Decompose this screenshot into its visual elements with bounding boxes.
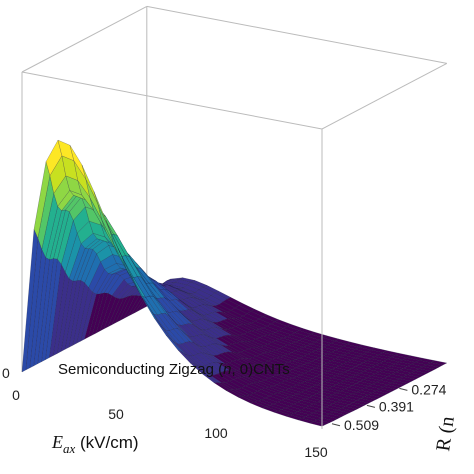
surface-patches bbox=[21, 139, 448, 427]
box-edge bbox=[146, 5, 447, 64]
x-tick-label: 100 bbox=[204, 425, 228, 441]
y-axis-title: R (n bbox=[432, 415, 459, 453]
plot-box-front-edges bbox=[21, 62, 448, 429]
y-tick-label: 0.274 bbox=[411, 381, 446, 397]
y-tick-mark bbox=[366, 404, 376, 408]
box-edge bbox=[321, 62, 448, 130]
y-tick-mark bbox=[331, 423, 341, 427]
plot-box-back-edges bbox=[21, 5, 447, 372]
y-tick-label: 0.391 bbox=[379, 398, 414, 414]
box-edge bbox=[21, 71, 323, 130]
x-tick-label: 0 bbox=[12, 387, 20, 403]
x-tick-label: 150 bbox=[304, 444, 328, 460]
annotation-label: Semiconducting Zigzag (n, 0)CNTs bbox=[58, 361, 290, 378]
x-tick-label: 50 bbox=[108, 406, 124, 422]
box-edge bbox=[21, 5, 148, 73]
y-tick-mark bbox=[399, 387, 408, 391]
y-tick-label: 0.509 bbox=[344, 417, 379, 433]
x-axis-title: Eax (kV/cm) bbox=[51, 432, 139, 456]
z-tick-label: 0 bbox=[2, 365, 10, 381]
